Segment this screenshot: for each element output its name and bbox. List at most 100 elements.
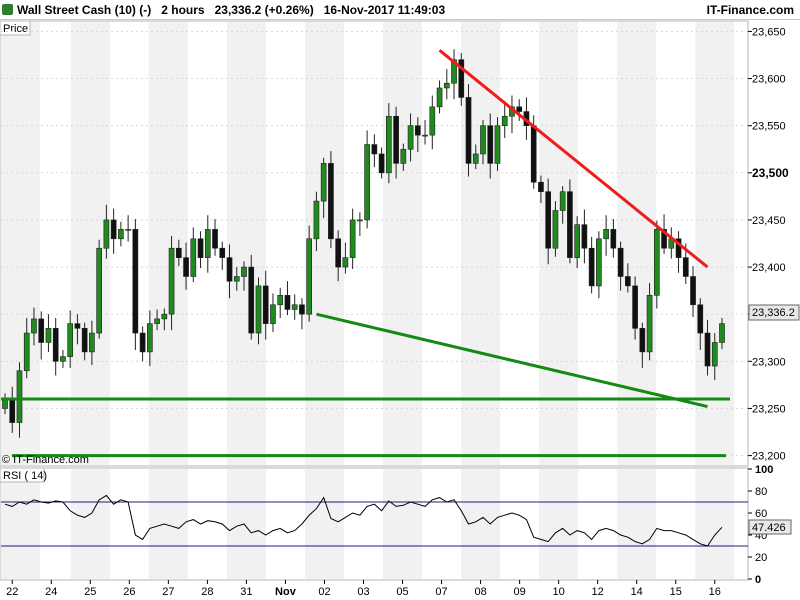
price-tick-label: 23,550 bbox=[752, 121, 786, 133]
price-tick-label: 23,500 bbox=[752, 166, 789, 180]
last-price-tag: 23,336.2 bbox=[752, 307, 795, 319]
x-tick-label: Nov bbox=[275, 586, 297, 598]
candle bbox=[270, 304, 276, 324]
x-tick-label: 14 bbox=[631, 586, 643, 598]
rsi-date-band bbox=[70, 469, 110, 579]
candle bbox=[284, 295, 291, 310]
rsi-tick-label: 60 bbox=[755, 508, 767, 520]
candle bbox=[81, 328, 88, 353]
candle bbox=[9, 398, 16, 423]
rsi-date-band bbox=[1, 469, 41, 579]
candle bbox=[393, 115, 399, 164]
price-tick-label: 23,200 bbox=[752, 451, 786, 463]
candle bbox=[588, 247, 595, 287]
candle bbox=[320, 163, 327, 202]
candle bbox=[436, 87, 443, 108]
candle bbox=[704, 332, 711, 367]
candle bbox=[711, 342, 718, 367]
candle bbox=[632, 285, 638, 329]
candle bbox=[646, 295, 653, 353]
rsi-panel-label-box bbox=[0, 467, 45, 483]
candle bbox=[16, 370, 23, 423]
candle bbox=[400, 148, 407, 164]
rsi-last-tag-box bbox=[748, 519, 792, 535]
rsi-date-band bbox=[461, 469, 501, 579]
candle bbox=[538, 181, 544, 192]
candle bbox=[52, 328, 59, 362]
instrument-icon bbox=[2, 4, 13, 15]
candle bbox=[501, 115, 508, 126]
candle bbox=[262, 285, 269, 324]
resistance-trendline bbox=[438, 49, 709, 269]
candle bbox=[183, 257, 189, 277]
price-panel bbox=[0, 20, 749, 467]
rsi-lines bbox=[1, 494, 748, 547]
rsi-panel-label: RSI ( 14) bbox=[3, 470, 47, 482]
x-tick-label: 22 bbox=[6, 586, 18, 598]
candle bbox=[472, 153, 479, 164]
rsi-tick-label: 80 bbox=[755, 486, 767, 498]
candle bbox=[89, 332, 95, 353]
price-tick-label: 23,400 bbox=[752, 262, 786, 274]
price-date-band bbox=[383, 22, 423, 465]
rsi-date-band bbox=[304, 469, 344, 579]
candle bbox=[204, 229, 211, 258]
candle bbox=[559, 191, 566, 211]
candle bbox=[67, 323, 74, 357]
price-panel-label: Price bbox=[3, 23, 28, 35]
candle bbox=[212, 229, 218, 249]
candle bbox=[487, 125, 494, 164]
candle bbox=[639, 328, 646, 353]
candle bbox=[603, 229, 609, 240]
x-tick-label: 26 bbox=[123, 586, 135, 598]
x-tick-label: 27 bbox=[162, 586, 174, 598]
rsi-line bbox=[4, 494, 723, 547]
price-date-band bbox=[695, 22, 735, 465]
rsi-date-band bbox=[226, 469, 266, 579]
candle bbox=[661, 229, 667, 249]
rsi-tick-label: 100 bbox=[755, 464, 773, 476]
candle bbox=[31, 318, 37, 334]
candle bbox=[132, 229, 139, 334]
candle bbox=[299, 304, 305, 315]
trend-lines bbox=[1, 49, 730, 458]
brand-label[interactable]: IT-Finance.com bbox=[706, 3, 794, 17]
candle bbox=[139, 332, 146, 353]
x-tick-label: 10 bbox=[553, 586, 565, 598]
price-tick-label: 23,250 bbox=[752, 403, 786, 415]
candle bbox=[414, 125, 421, 136]
candle bbox=[60, 356, 66, 362]
price-date-band bbox=[226, 22, 266, 465]
candle bbox=[197, 238, 204, 258]
price-tick-label: 23,650 bbox=[752, 26, 786, 38]
candle bbox=[291, 304, 298, 310]
candle bbox=[567, 191, 573, 258]
x-tick-label: 03 bbox=[357, 586, 369, 598]
candle bbox=[530, 125, 537, 183]
rsi-date-band bbox=[148, 469, 188, 579]
candle bbox=[719, 323, 725, 343]
x-tick-label: 16 bbox=[709, 586, 721, 598]
x-tick-label: 24 bbox=[45, 586, 57, 598]
candle bbox=[74, 323, 81, 329]
candle bbox=[458, 59, 465, 98]
candle bbox=[233, 276, 240, 282]
price-tick-label: 23,600 bbox=[752, 74, 786, 86]
candle bbox=[653, 229, 660, 296]
interval-label[interactable]: 2 hours bbox=[161, 3, 205, 17]
price-tick-label: 23,300 bbox=[752, 356, 786, 368]
last-price-tag-box bbox=[748, 304, 800, 321]
candle bbox=[277, 295, 284, 306]
candles bbox=[2, 49, 725, 438]
watermark: © IT-Finance.com bbox=[2, 454, 89, 466]
candle bbox=[147, 323, 153, 353]
instrument-title: Wall Street Cash (10) (-) bbox=[17, 3, 152, 17]
candle bbox=[690, 276, 696, 306]
candle bbox=[161, 313, 168, 320]
candle bbox=[38, 318, 45, 343]
candle bbox=[313, 200, 320, 240]
candle bbox=[118, 229, 124, 240]
candle bbox=[429, 106, 436, 136]
x-tick-label: 09 bbox=[513, 586, 525, 598]
